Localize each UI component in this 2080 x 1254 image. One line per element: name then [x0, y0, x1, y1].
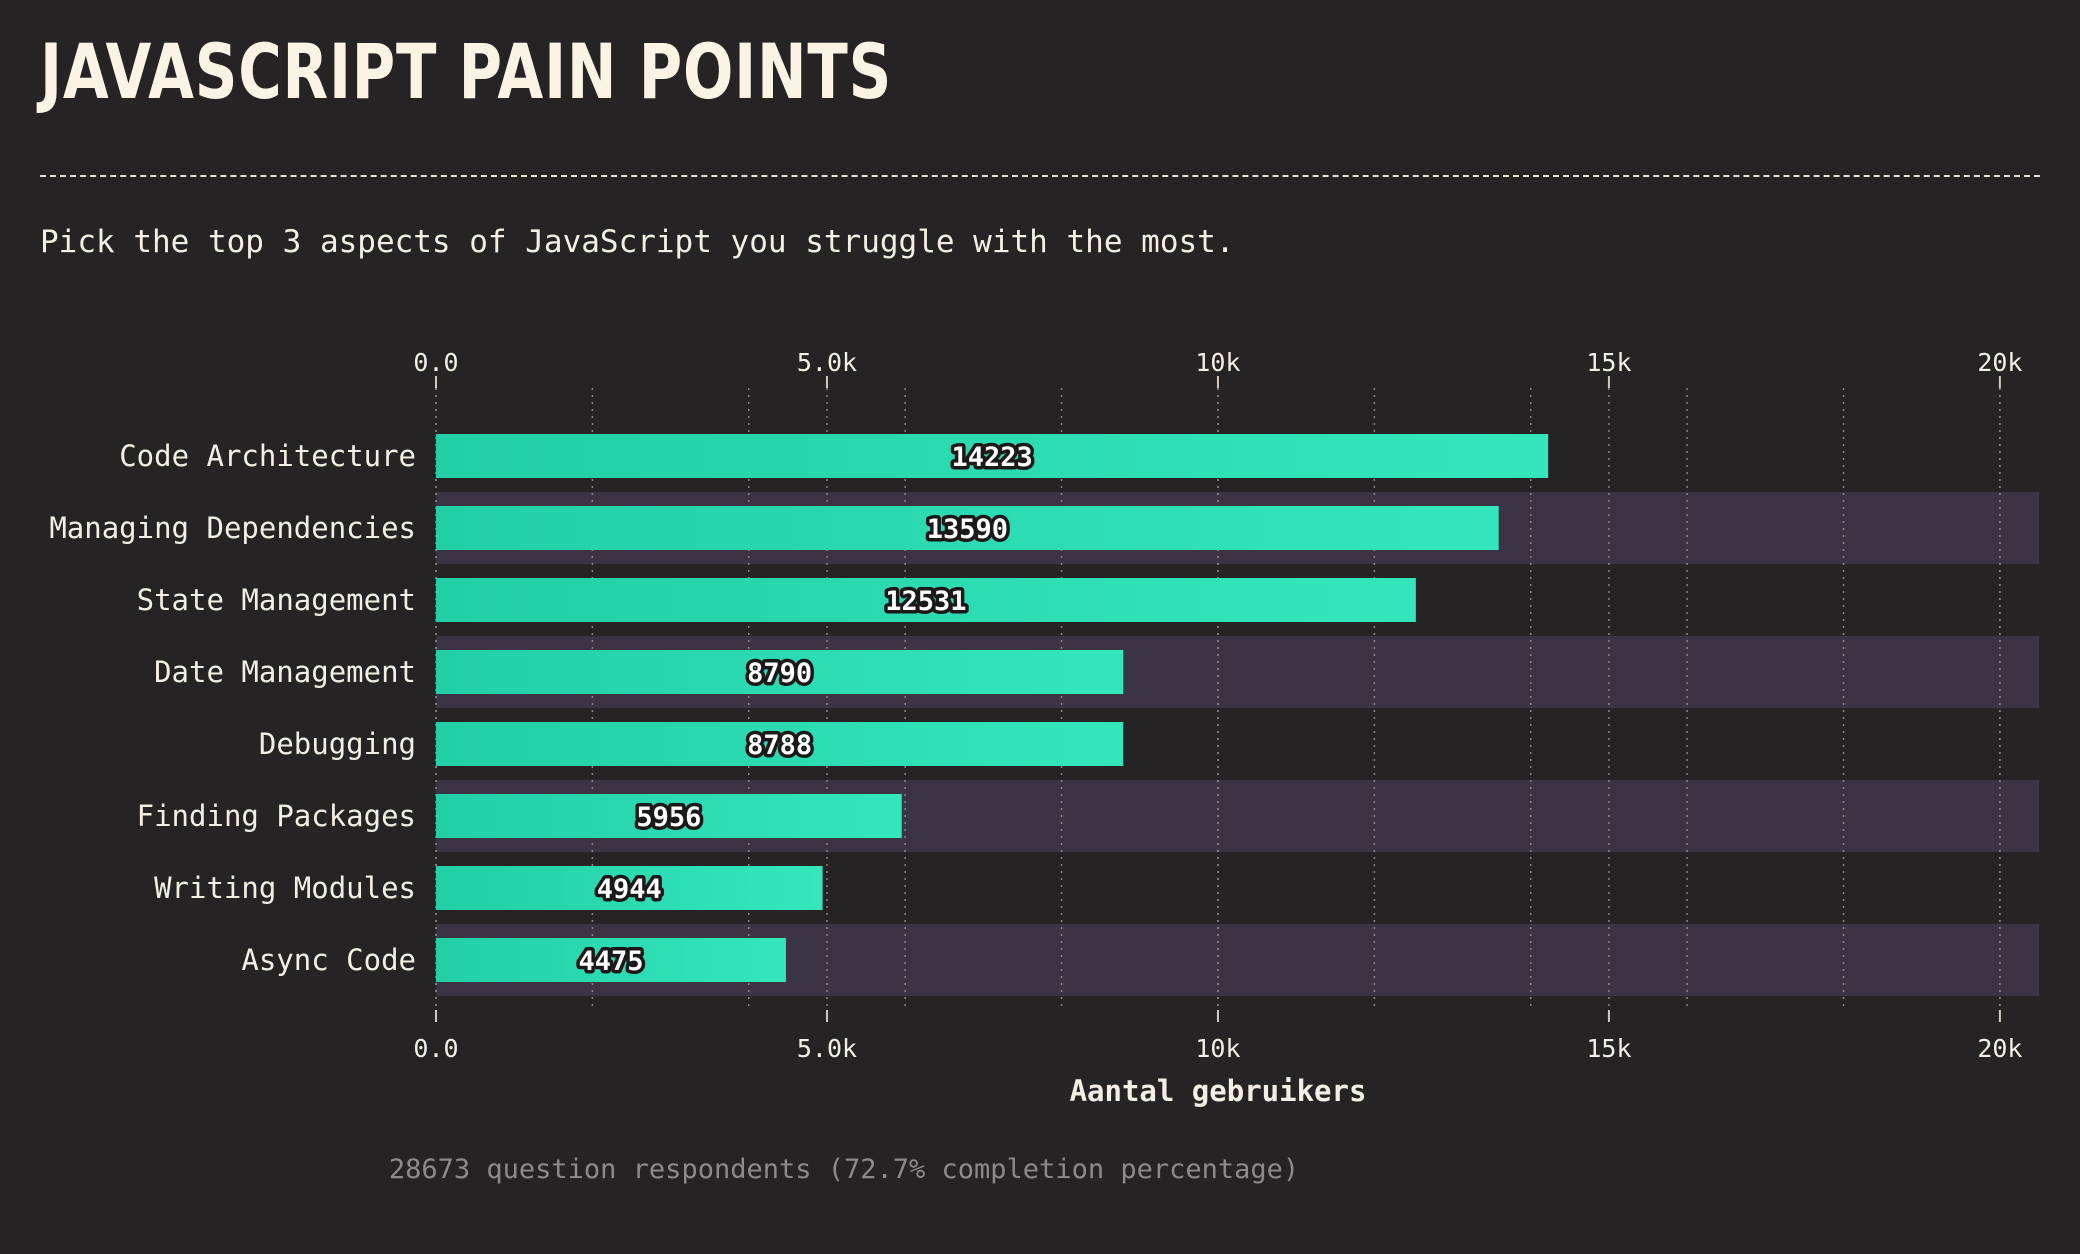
bar-value-label: 12531	[885, 586, 966, 617]
tick-label-top: 20k	[1977, 348, 2022, 377]
bar	[436, 434, 1549, 478]
tick-label-bottom: 10k	[1195, 1034, 1240, 1063]
bar-value-label: 8788	[747, 730, 812, 761]
bar-value-label: 4944	[597, 874, 662, 905]
category-label: State Management	[137, 583, 416, 617]
tick-label-bottom: 15k	[1586, 1034, 1631, 1063]
bar	[436, 866, 823, 910]
tick-label-bottom: 0.0	[413, 1034, 458, 1063]
title-divider	[40, 175, 2040, 177]
category-label: Debugging	[259, 727, 416, 761]
bar-value-label: 8790	[747, 658, 812, 689]
bar	[436, 650, 1124, 694]
tick-label-bottom: 5.0k	[797, 1034, 857, 1063]
respondents-note: 28673 question respondents (72.7% comple…	[388, 1154, 1300, 1185]
bar	[436, 794, 902, 838]
bar	[436, 938, 786, 982]
category-label: Managing Dependencies	[49, 511, 416, 545]
bar-value-label: 4475	[578, 946, 643, 977]
bar	[436, 506, 1499, 550]
bar-value-label: 13590	[927, 514, 1008, 545]
bar	[436, 722, 1124, 766]
category-label: Code Architecture	[119, 439, 416, 473]
category-label: Async Code	[241, 943, 416, 977]
tick-label-top: 15k	[1586, 348, 1631, 377]
bar-value-label: 14223	[951, 442, 1032, 473]
category-label: Date Management	[154, 655, 416, 689]
chart-subtitle: Pick the top 3 aspects of JavaScript you…	[40, 224, 1235, 260]
tick-label-top: 10k	[1195, 348, 1240, 377]
bar-value-label: 5956	[636, 802, 701, 833]
tick-label-top: 5.0k	[797, 348, 857, 377]
category-label: Writing Modules	[154, 871, 416, 905]
tick-label-bottom: 20k	[1977, 1034, 2022, 1063]
x-axis-label: Aantal gebruikers	[1070, 1074, 1367, 1108]
chart-title: JAVASCRIPT PAIN POINTS	[40, 27, 893, 116]
category-label: Finding Packages	[137, 799, 416, 833]
bar	[436, 578, 1416, 622]
tick-label-top: 0.0	[413, 348, 458, 377]
